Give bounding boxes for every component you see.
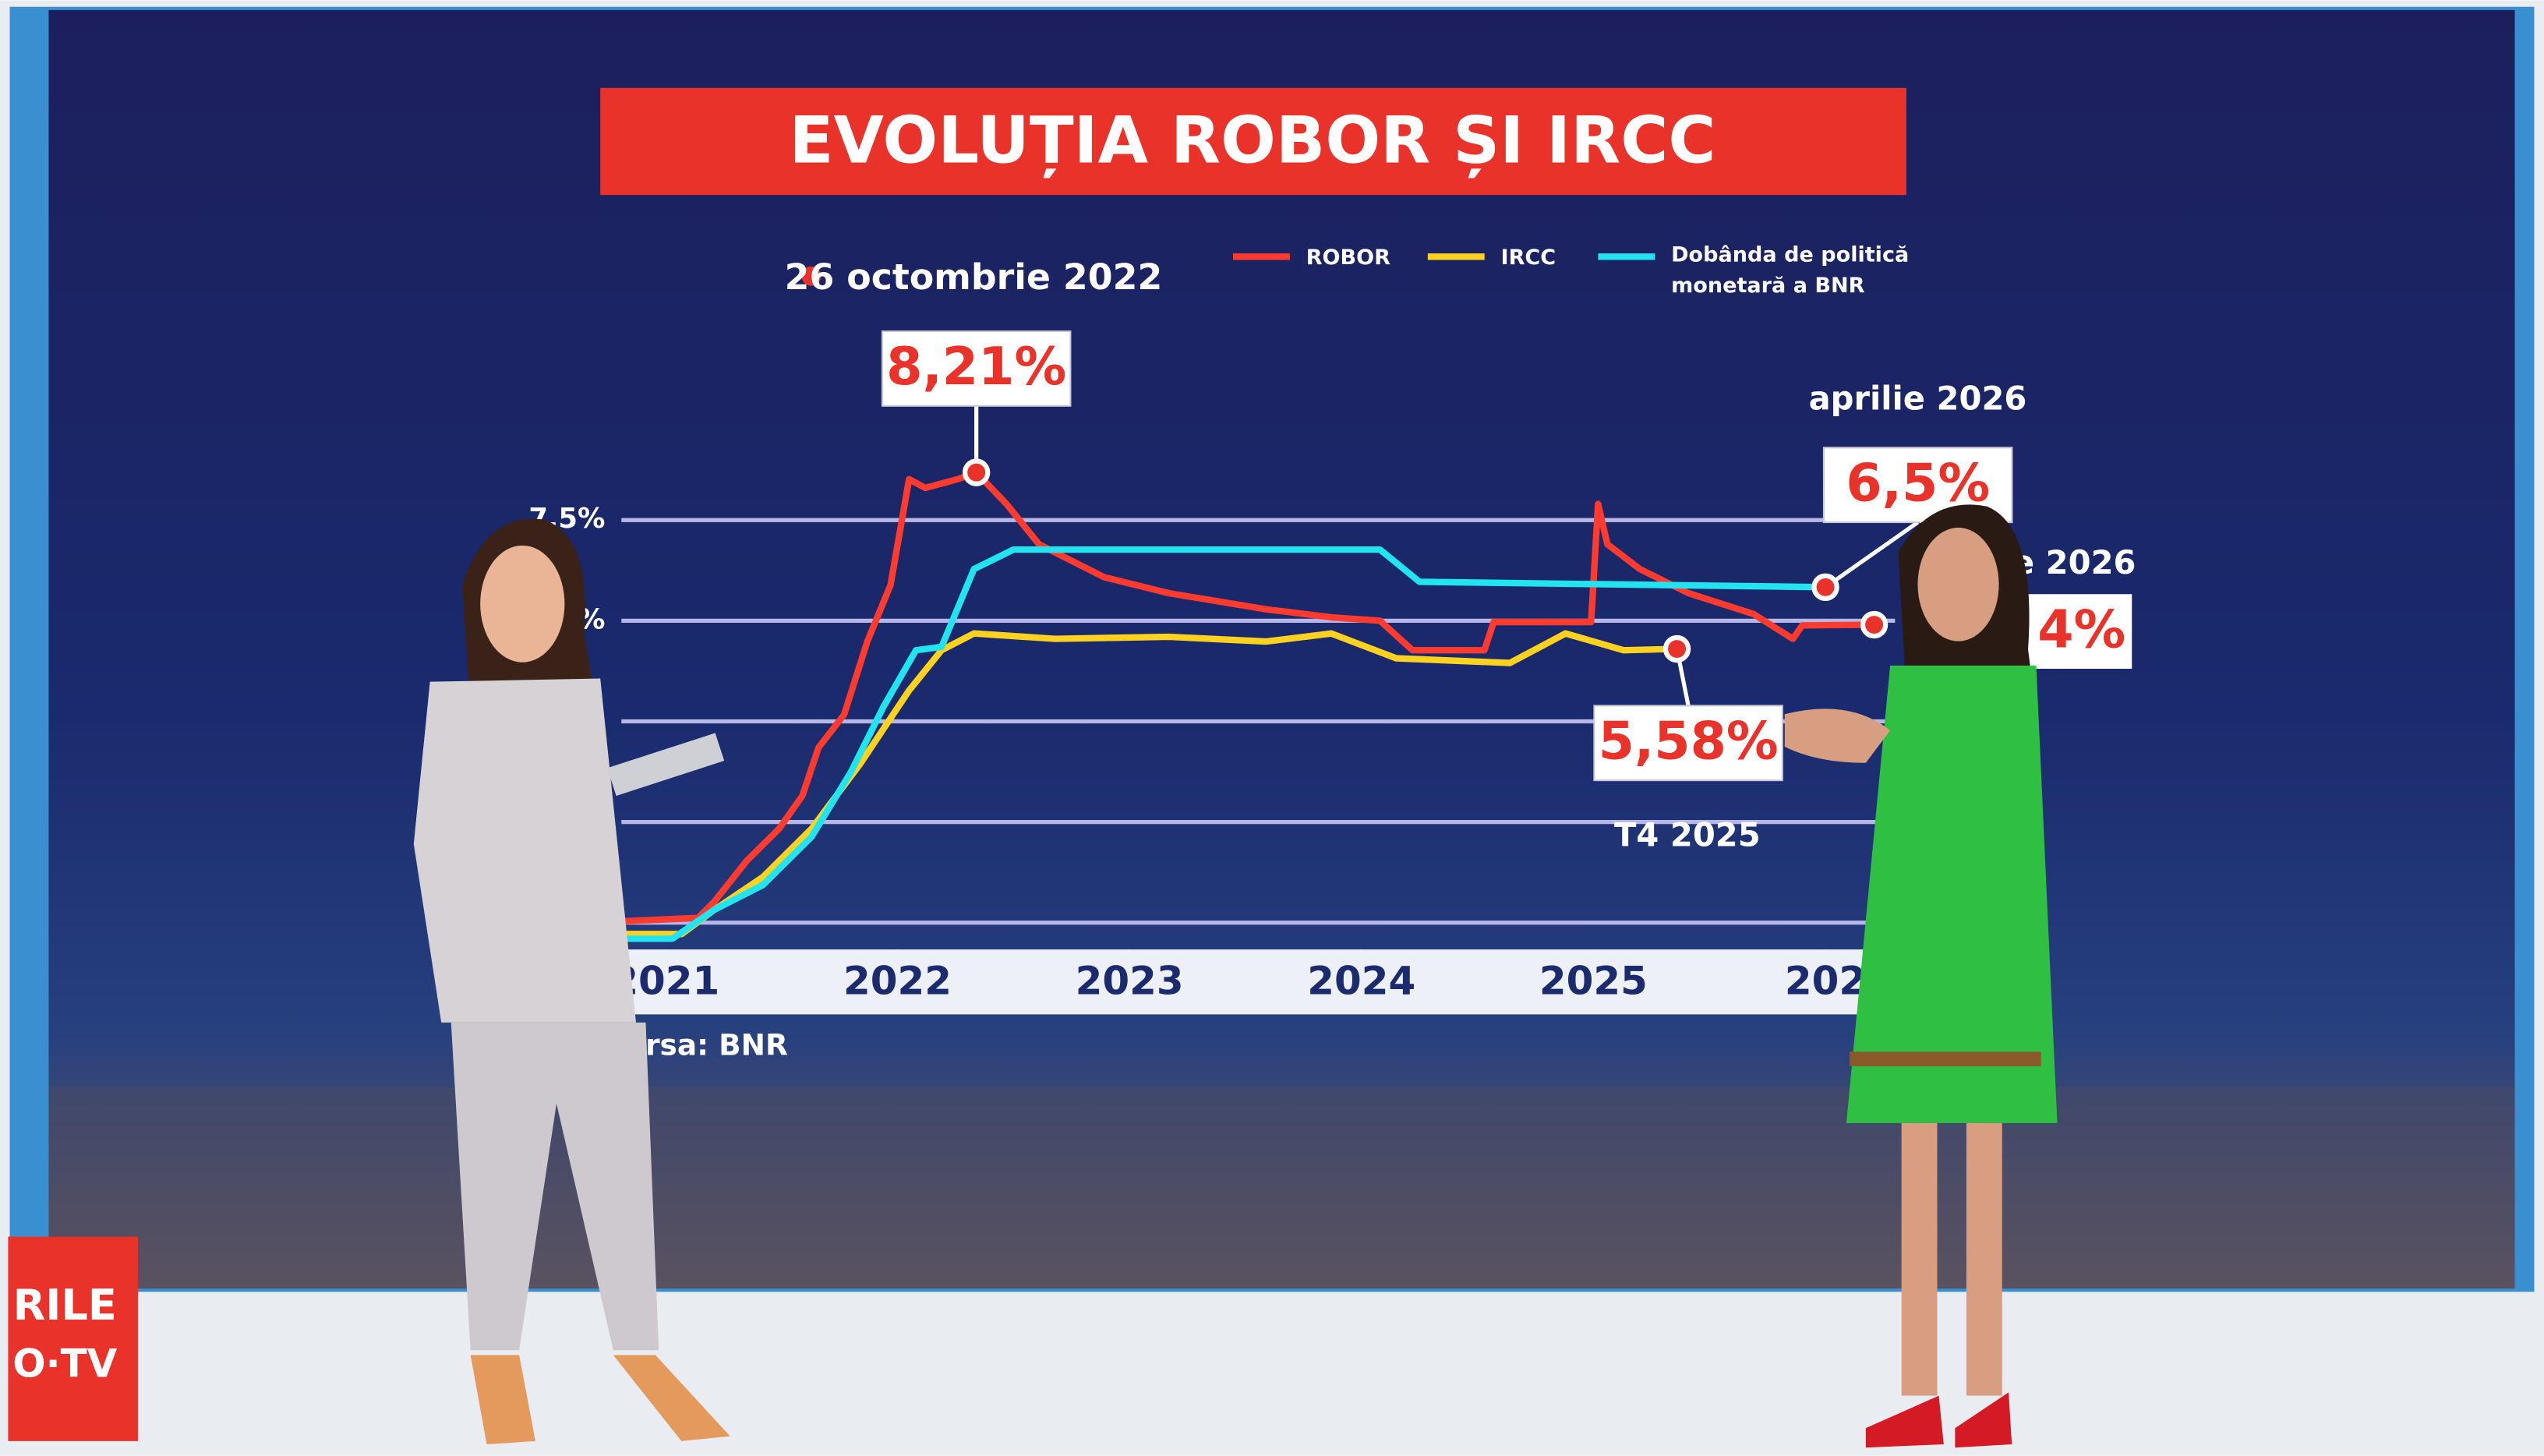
point-marker: [1662, 634, 1691, 663]
annotation: 26 octombrie 2022: [785, 256, 1163, 298]
x-axis-band: [621, 949, 1896, 1015]
legend-label: Dobânda de politică monetară a BNR: [1671, 243, 1910, 299]
value-label-box: [1593, 705, 1783, 782]
legend-label-box: Dobânda de politică monetară a BNR: [1671, 243, 1910, 299]
value-label: 5,58%: [1599, 710, 1779, 771]
title-banner: [600, 87, 1906, 196]
x-tick-label: 2022: [843, 958, 952, 1003]
series-line: [621, 546, 1826, 942]
point-marker: [1860, 610, 1889, 639]
logo-text: O·TV: [12, 1341, 117, 1387]
legend-label: IRCC: [1501, 246, 1556, 270]
channel-logo: [8, 1236, 138, 1441]
coins-backdrop: [48, 1087, 2515, 1289]
point-marker: [1811, 573, 1839, 602]
x-tick-label: 2023: [1076, 958, 1184, 1003]
legend-label: ROBOR: [1306, 246, 1390, 270]
logo-text: RILE: [13, 1281, 117, 1330]
presenter-right: [1784, 504, 2058, 1448]
x-tick-label: 2025: [1539, 958, 1648, 1003]
annotation: T4 2025: [1614, 816, 1761, 854]
value-label-box: [2024, 594, 2132, 670]
series-line: [621, 630, 1677, 938]
x-tick-label: 2024: [1307, 958, 1415, 1003]
x-tick-label: 202: [1785, 958, 1866, 1003]
value-label-box: [881, 330, 1072, 407]
annotation: 4%: [2037, 599, 2125, 659]
value-label: 8,21%: [886, 336, 1066, 397]
presenter-left: [413, 518, 730, 1445]
decor-dot: [801, 266, 822, 286]
point-marker: [962, 458, 991, 486]
source-note: ursa: BNR: [624, 1028, 788, 1062]
series-line: [621, 468, 1874, 925]
chart-title: EVOLUȚIA ROBOR ȘI IRCC: [790, 103, 1716, 178]
label-connector: [1824, 520, 1920, 589]
value-label: 6,5%: [1846, 452, 1990, 513]
annotation: aprilie 2026: [1809, 380, 2027, 418]
